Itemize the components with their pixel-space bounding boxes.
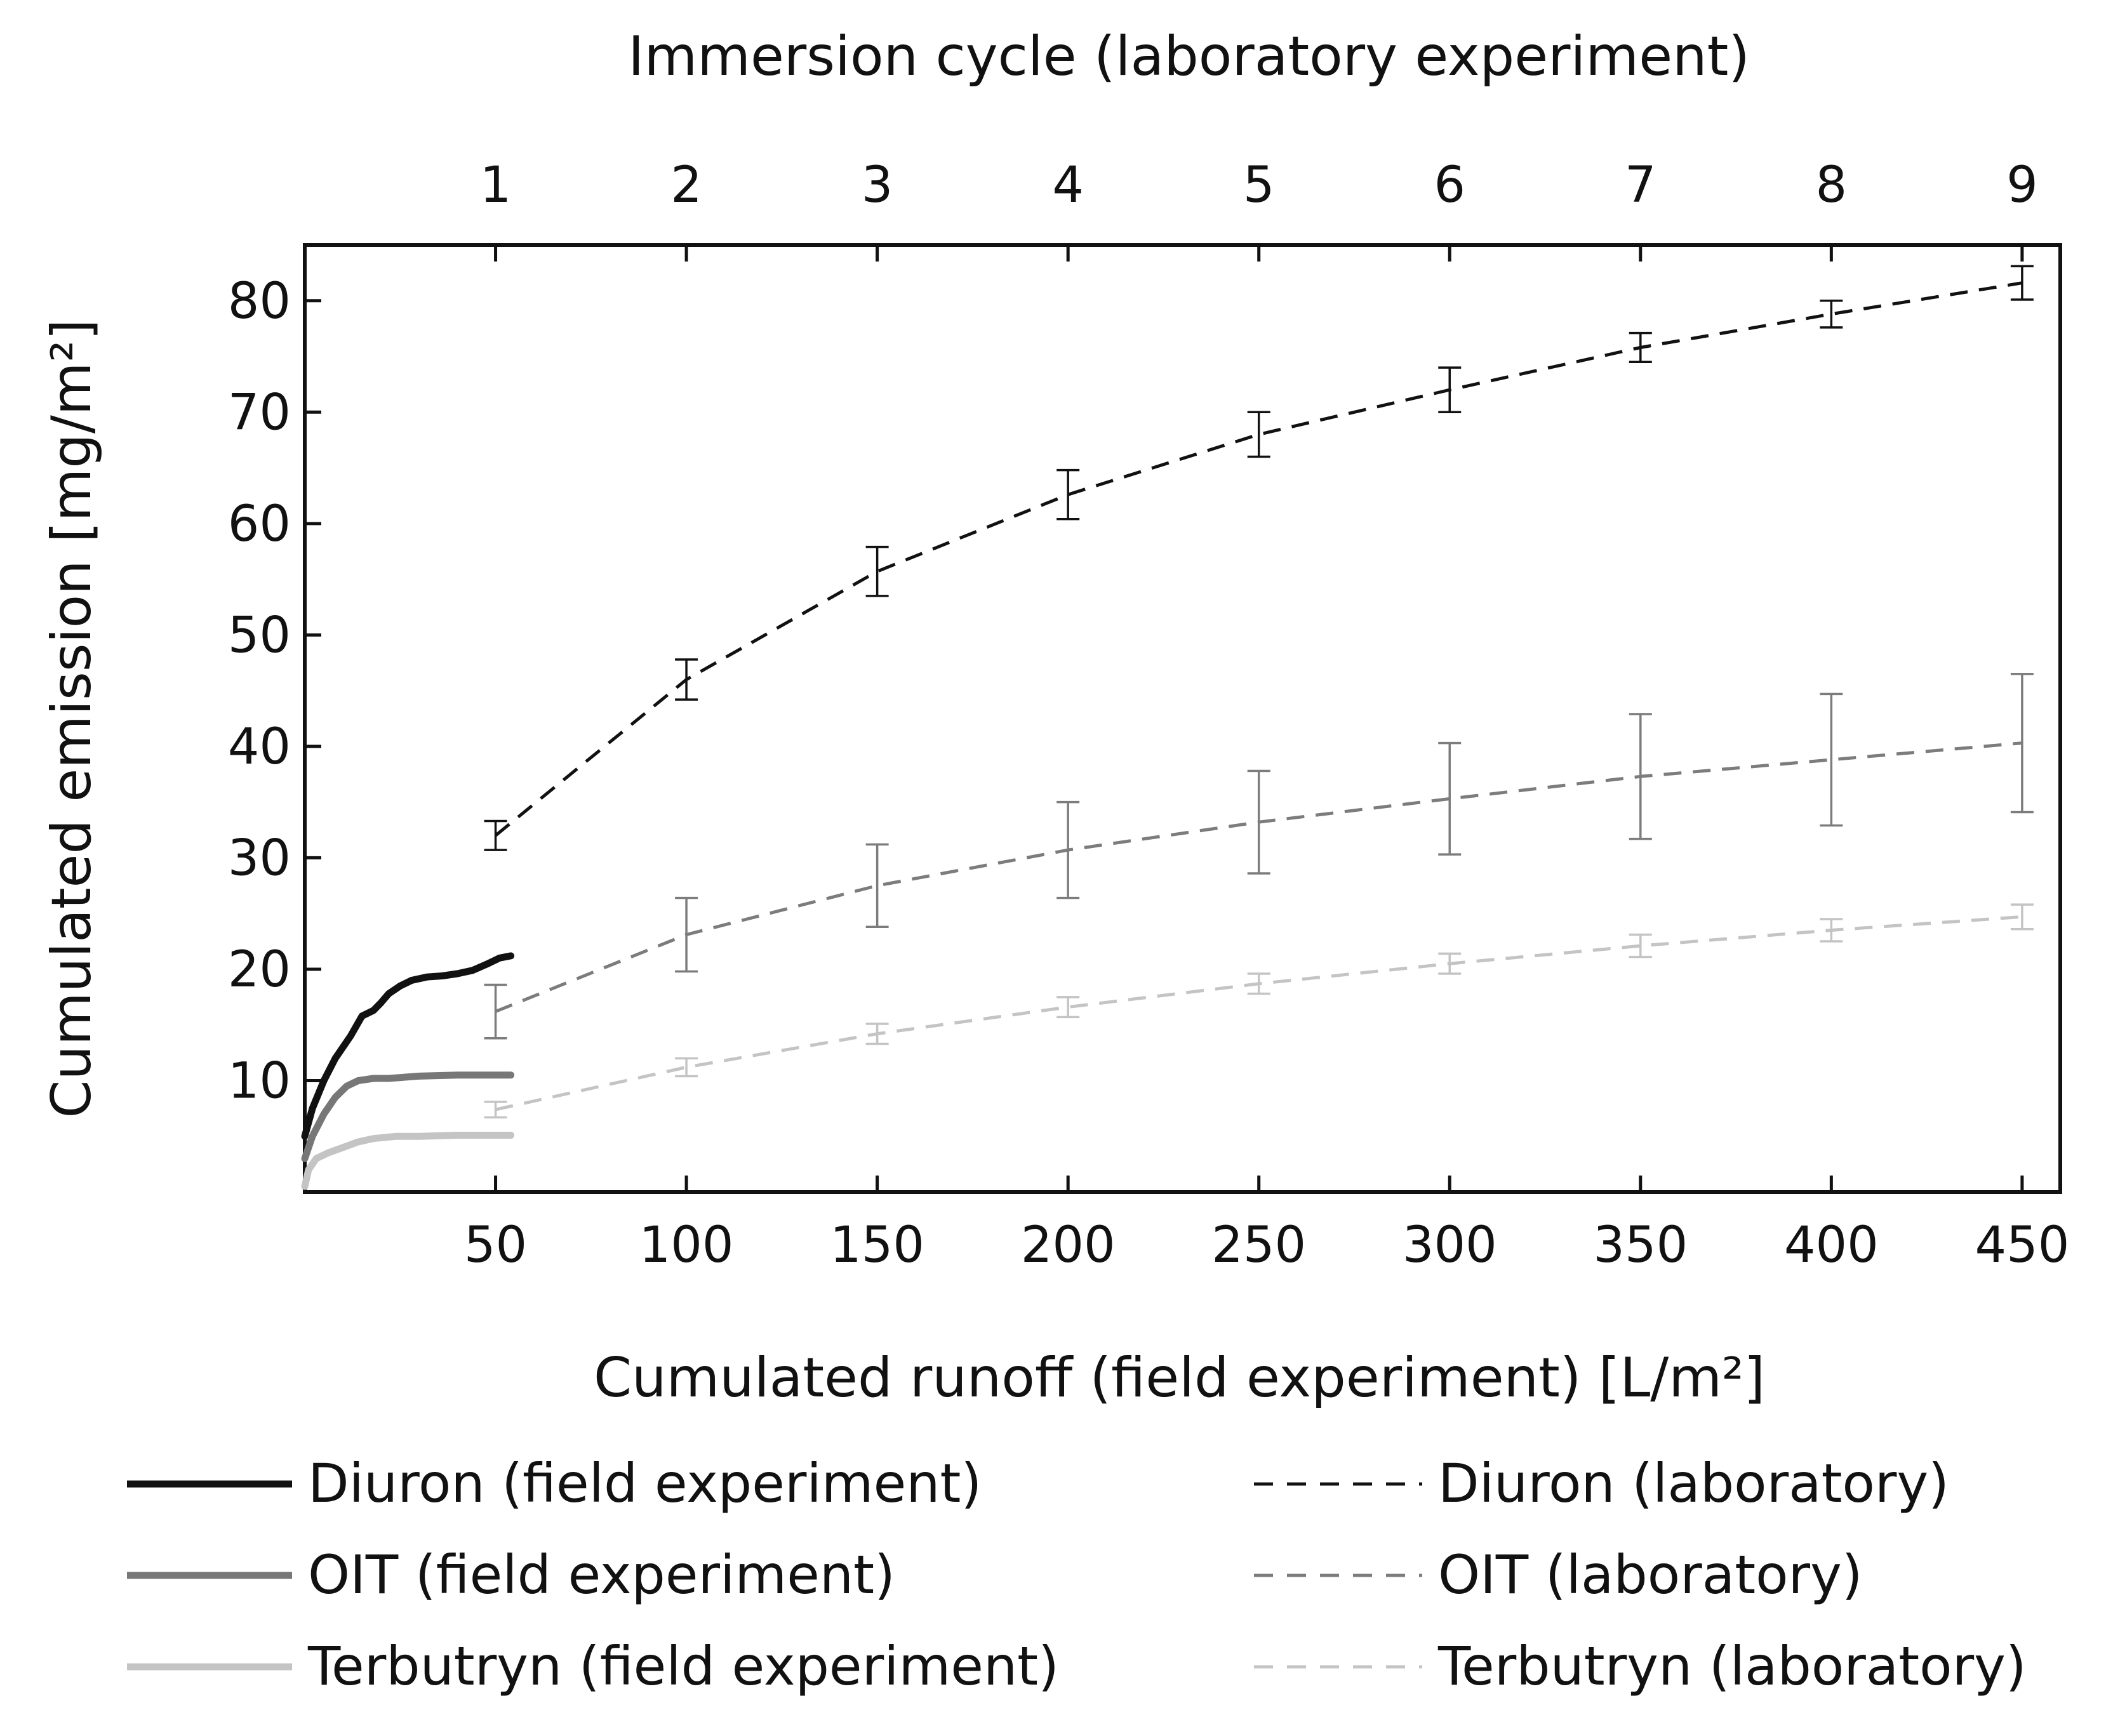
series-5 xyxy=(484,903,2034,1119)
error-bar xyxy=(1247,972,1270,995)
error-bar xyxy=(675,658,698,701)
error-bar xyxy=(675,896,698,973)
y-axis-title: Cumulated emission [mg/m²] xyxy=(40,319,103,1118)
x-tick-label: 150 xyxy=(830,1217,924,1274)
error-bar xyxy=(865,545,889,597)
top-tick-label: 5 xyxy=(1243,157,1275,214)
top-tick-label: 3 xyxy=(862,157,893,214)
top-tick-label: 9 xyxy=(2006,157,2038,214)
x-tick-label: 100 xyxy=(639,1217,734,1274)
top-tick-label: 6 xyxy=(1434,157,1465,214)
legend-label: Terbutryn (field experiment) xyxy=(307,1635,1059,1697)
legend-label: Terbutryn (laboratory) xyxy=(1437,1635,2027,1697)
error-bar xyxy=(865,1023,889,1045)
error-bar xyxy=(1820,918,1843,943)
legend-item-4: OIT (laboratory) xyxy=(1254,1544,1863,1606)
error-bar xyxy=(2010,265,2034,301)
series-0 xyxy=(301,952,515,1140)
plot-layer: 10 20 30 40 50 60 70 80 50 100 150 200 250 300 350 400 4… xyxy=(40,25,2069,1410)
legend-item-3: Diuron (laboratory) xyxy=(1254,1452,1949,1514)
legend-label: Diuron (laboratory) xyxy=(1438,1452,1949,1514)
y-tick-label: 40 xyxy=(228,719,291,776)
y-tick-label: 20 xyxy=(228,941,291,998)
error-bar xyxy=(1629,713,1652,840)
legend-item-1: OIT (field experiment) xyxy=(127,1544,895,1606)
top-tick-label: 2 xyxy=(670,157,702,214)
series-2 xyxy=(301,1132,515,1190)
error-bar xyxy=(484,1101,507,1119)
error-bar xyxy=(2010,903,2034,931)
error-bar xyxy=(1438,741,1462,856)
x-axis-title: Cumulated runoff (field experiment) [L/m… xyxy=(594,1346,1765,1410)
error-bar xyxy=(2010,673,2034,814)
legend-label: Diuron (field experiment) xyxy=(308,1452,982,1514)
top-tick-label: 8 xyxy=(1816,157,1848,214)
legend-item-0: Diuron (field experiment) xyxy=(127,1452,982,1514)
top-tick-label: 1 xyxy=(480,157,512,214)
legend-label: OIT (field experiment) xyxy=(308,1544,895,1606)
series-3 xyxy=(484,265,2034,851)
y-tick-label: 30 xyxy=(228,830,291,887)
error-bar xyxy=(484,819,507,851)
legend-item-2: Terbutryn (field experiment) xyxy=(127,1635,1059,1697)
series-line xyxy=(301,1132,515,1190)
x-tick-label: 50 xyxy=(464,1217,527,1274)
series-line xyxy=(301,1071,515,1162)
series-line xyxy=(495,915,2023,1111)
error-bar xyxy=(1247,411,1270,458)
x-tick-label: 350 xyxy=(1593,1217,1688,1274)
error-bar xyxy=(1438,366,1462,414)
error-bar xyxy=(1820,692,1843,827)
y-tick-label: 50 xyxy=(228,607,291,664)
error-bar xyxy=(675,1057,698,1078)
y-tick-label: 60 xyxy=(228,496,291,553)
y-tick-label: 80 xyxy=(228,273,291,330)
error-bar xyxy=(1056,468,1080,520)
error-bar xyxy=(1629,933,1652,958)
top-axis-title: Immersion cycle (laboratory experiment) xyxy=(628,25,1750,88)
error-bar xyxy=(865,843,889,928)
top-tick-label: 7 xyxy=(1625,157,1656,214)
x-tick-label: 300 xyxy=(1403,1217,1497,1274)
y-tick-label: 10 xyxy=(228,1052,291,1110)
error-bar xyxy=(1438,952,1462,975)
error-bar xyxy=(1056,996,1080,1019)
series-line xyxy=(301,952,515,1140)
top-tick-label: 4 xyxy=(1052,157,1084,214)
legend-item-5: Terbutryn (laboratory) xyxy=(1254,1635,2027,1697)
error-bar xyxy=(1056,800,1080,899)
error-bar xyxy=(1629,331,1652,364)
legend: Diuron (field experiment) OIT (field expe… xyxy=(127,1452,2027,1697)
series-4 xyxy=(484,673,2034,1040)
error-bar xyxy=(484,983,507,1040)
error-bar xyxy=(1247,769,1270,875)
series-line xyxy=(494,281,2023,837)
x-tick-label: 200 xyxy=(1021,1217,1116,1274)
series-1 xyxy=(301,1071,515,1162)
x-tick-label: 400 xyxy=(1784,1217,1879,1274)
error-bar xyxy=(1820,300,1843,329)
x-tick-label: 250 xyxy=(1211,1217,1306,1274)
x-tick-label: 450 xyxy=(1975,1217,2069,1274)
y-tick-label: 70 xyxy=(228,384,291,441)
legend-label: OIT (laboratory) xyxy=(1438,1544,1863,1606)
plot-frame xyxy=(303,243,2062,1194)
